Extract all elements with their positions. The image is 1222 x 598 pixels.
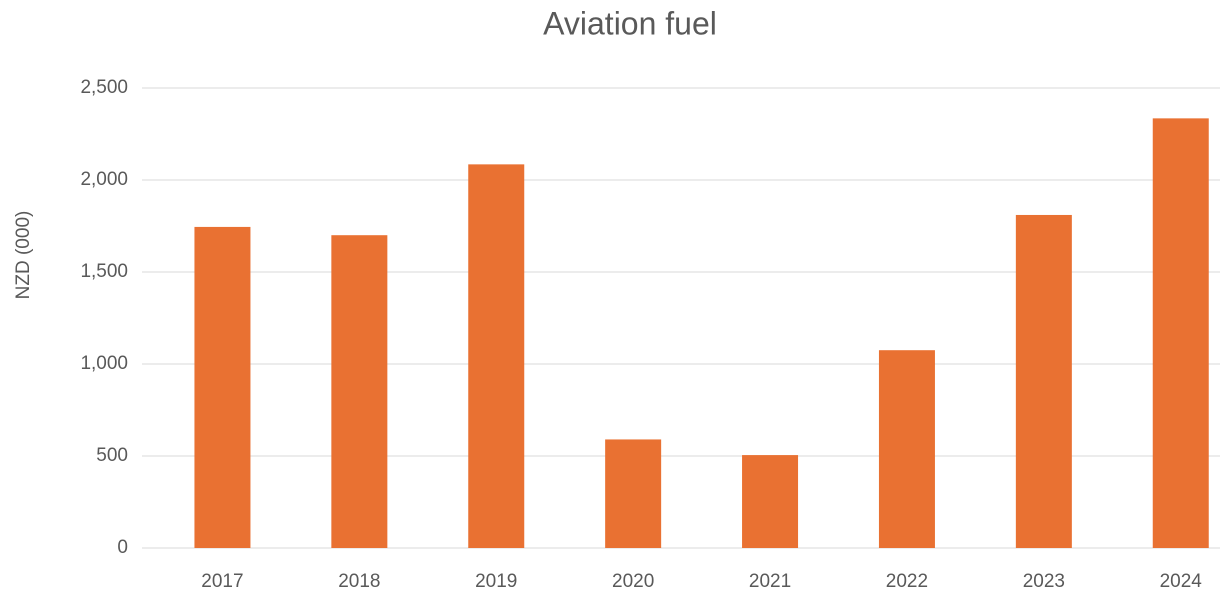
bar — [1152, 118, 1209, 549]
bar — [605, 439, 662, 548]
y-tick-label: 2,500 — [80, 77, 128, 98]
bar — [468, 164, 525, 549]
y-tick-label: 2,000 — [80, 169, 128, 190]
bar — [878, 350, 935, 548]
x-tick-label: 2019 — [475, 571, 517, 592]
y-axis-label: NZD (000) — [13, 211, 34, 300]
chart-title: Aviation fuel — [543, 5, 717, 41]
bar — [194, 226, 251, 549]
bar — [331, 235, 388, 548]
x-tick-label: 2021 — [749, 571, 791, 592]
x-tick-label: 2017 — [201, 571, 243, 592]
y-tick-label: 500 — [96, 445, 128, 466]
x-tick-label: 2024 — [1160, 571, 1203, 592]
y-tick-label: 1,000 — [80, 353, 128, 374]
x-tick-label: 2023 — [1023, 571, 1065, 592]
x-tick-label: 2018 — [338, 571, 380, 592]
x-tick-label: 2020 — [612, 571, 654, 592]
bar — [742, 455, 799, 548]
bar — [1015, 214, 1072, 548]
y-tick-label: 0 — [117, 537, 128, 558]
y-tick-label: 1,500 — [80, 261, 128, 282]
x-tick-label: 2022 — [886, 571, 928, 592]
